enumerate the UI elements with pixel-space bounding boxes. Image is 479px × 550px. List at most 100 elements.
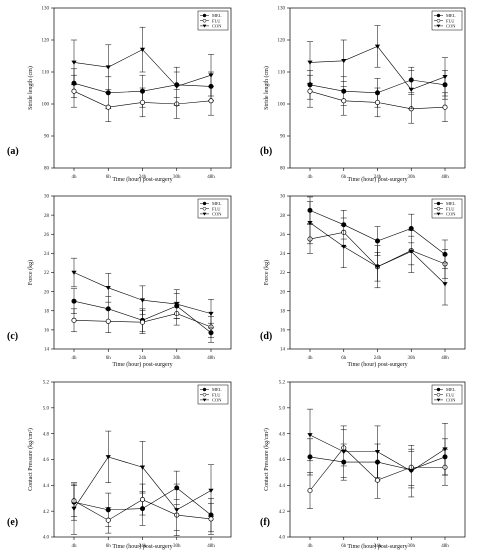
data-point: [208, 98, 214, 104]
x-tick-label: 4h: [308, 356, 314, 361]
series-con: [307, 408, 448, 498]
data-point: [307, 433, 313, 438]
y-tick-label: 28: [44, 214, 50, 219]
panel-label: (b): [260, 146, 272, 157]
x-tick-label: 30h: [173, 356, 181, 361]
data-point: [139, 319, 146, 325]
data-point: [105, 455, 111, 460]
data-point: [139, 99, 146, 105]
x-tick-label: 24h: [139, 544, 147, 549]
y-axis-label: Contact Pressure (kg/cm²): [27, 428, 34, 491]
legend-marker: [202, 18, 207, 23]
legend-marker: [436, 392, 441, 397]
data-point: [105, 65, 111, 70]
y-tick-label: 4.6: [43, 458, 50, 463]
data-point: [105, 286, 111, 291]
legend-label: FLU: [446, 206, 455, 211]
chart-panel: 4.0 4.2 4.4 4.6 4.8 5.0 5.2 4h 6h 24h 30h 48h Time (…: [7, 381, 232, 550]
legend-marker: [202, 24, 207, 28]
x-tick-label: 48h: [207, 175, 215, 180]
data-point: [208, 488, 214, 493]
x-tick-label: 48h: [441, 356, 449, 361]
legend-label: MEL: [446, 201, 456, 206]
data-point: [71, 88, 77, 94]
y-axis-label: Stride length (cm): [27, 66, 34, 110]
data-point: [408, 469, 414, 474]
x-tick-label: 30h: [408, 544, 416, 549]
y-tick-label: 4.2: [279, 510, 286, 515]
data-point: [71, 298, 77, 304]
panel-label: (d): [260, 331, 272, 342]
panel-label: (e): [7, 517, 18, 528]
y-tick-label: 5.2: [43, 381, 50, 386]
y-tick-label: 100: [42, 103, 50, 108]
data-point: [374, 44, 381, 49]
y-tick-label: 26: [280, 233, 286, 238]
y-tick-label: 90: [280, 135, 286, 140]
data-point: [408, 87, 414, 92]
data-point: [71, 60, 77, 65]
y-tick-label: 20: [280, 290, 286, 295]
y-tick-label: 14: [44, 348, 50, 353]
y-tick-label: 16: [44, 329, 50, 334]
legend-label: CON: [212, 24, 222, 29]
y-tick-label: 16: [280, 329, 286, 334]
legend-label: MEL: [212, 13, 222, 18]
x-tick-label: 4h: [308, 175, 314, 180]
x-axis-label: Time (hour) post-surgery: [112, 543, 172, 550]
data-point: [71, 270, 77, 275]
x-tick-label: 4h: [72, 356, 78, 361]
x-tick-label: 48h: [207, 356, 215, 361]
data-point: [174, 508, 180, 513]
x-tick-label: 6h: [106, 544, 112, 549]
y-tick-label: 5.0: [43, 407, 50, 412]
series-con: [307, 201, 448, 306]
y-tick-label: 5.2: [279, 381, 286, 386]
y-tick-label: 4.8: [279, 432, 286, 437]
y-axis-label: Stride length (cm): [263, 66, 270, 110]
series-con: [71, 430, 214, 536]
data-point: [307, 220, 313, 226]
legend-marker: [436, 398, 441, 402]
y-tick-label: 110: [278, 71, 286, 76]
y-tick-label: 30: [280, 195, 286, 200]
x-axis-label: Time (hour) post-surgery: [347, 361, 407, 368]
y-tick-label: 22: [280, 271, 286, 276]
legend-marker: [202, 212, 207, 216]
chart-panel: 80 90 100 110 120 130 4h 6h 24h 30h 48h Time (hour)…: [260, 7, 466, 183]
legend-marker: [202, 398, 207, 402]
y-tick-label: 4.0: [279, 536, 286, 541]
x-axis-label: Time (hour) post-surgery: [347, 543, 407, 550]
data-point: [139, 465, 146, 470]
chart-panel: 80 90 100 110 120 130 4h 6h 24h 30h 48h Time (hour)…: [7, 7, 232, 183]
series-con: [307, 25, 448, 110]
data-point: [341, 98, 347, 104]
x-tick-label: 4h: [72, 544, 78, 549]
data-point: [139, 47, 146, 52]
y-tick-label: 4.6: [279, 458, 286, 463]
data-point: [442, 75, 448, 80]
y-tick-label: 4.8: [43, 432, 50, 437]
y-tick-label: 120: [42, 39, 50, 44]
x-axis-label: Time (hour) post-surgery: [112, 361, 172, 368]
legend-label: FLU: [212, 392, 221, 397]
data-point: [307, 88, 313, 94]
series-con: [71, 257, 214, 329]
data-point: [208, 311, 214, 317]
data-point: [105, 318, 111, 324]
data-point: [139, 496, 146, 503]
legend-label: MEL: [446, 13, 456, 18]
legend-marker: [436, 201, 441, 206]
x-axis-label: Time (hour) post-surgery: [347, 176, 407, 183]
data-point: [71, 317, 77, 323]
y-tick-label: 130: [42, 7, 50, 12]
x-tick-label: 6h: [106, 356, 112, 361]
data-point: [174, 302, 180, 307]
y-tick-label: 24: [280, 252, 286, 257]
legend-marker: [202, 392, 207, 397]
x-tick-label: 30h: [173, 175, 181, 180]
